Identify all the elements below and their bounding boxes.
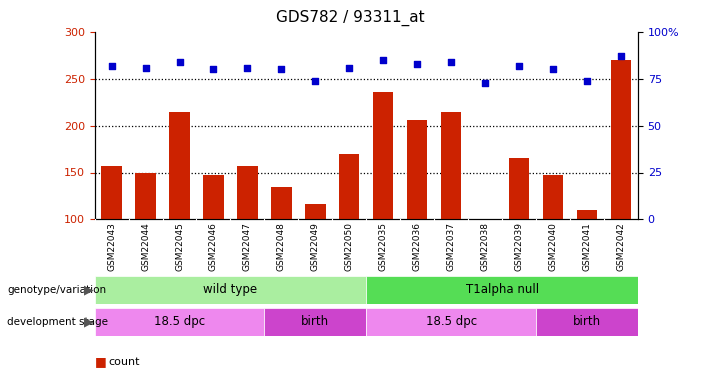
Bar xyxy=(543,176,563,219)
Point xyxy=(378,57,389,63)
Text: GSM22040: GSM22040 xyxy=(548,222,557,271)
Text: GSM22039: GSM22039 xyxy=(515,222,524,271)
Point xyxy=(615,53,627,59)
Bar xyxy=(264,308,366,336)
Bar xyxy=(135,172,156,219)
Point xyxy=(242,64,253,70)
Text: GSM22047: GSM22047 xyxy=(243,222,252,271)
Text: ▶: ▶ xyxy=(84,283,94,296)
Point xyxy=(411,61,423,67)
Text: GSM22050: GSM22050 xyxy=(345,222,354,271)
Text: ■: ■ xyxy=(95,356,107,368)
Bar xyxy=(102,166,122,219)
Point xyxy=(513,63,524,69)
Point xyxy=(174,59,185,65)
Point xyxy=(479,80,491,86)
Text: GDS782 / 93311_at: GDS782 / 93311_at xyxy=(276,9,425,26)
Bar xyxy=(373,92,393,219)
Text: GSM22043: GSM22043 xyxy=(107,222,116,271)
Bar xyxy=(366,308,536,336)
Bar xyxy=(441,112,461,219)
Point xyxy=(106,63,117,69)
Text: birth: birth xyxy=(301,315,329,328)
Point xyxy=(275,66,287,72)
Point xyxy=(581,78,592,84)
Point xyxy=(310,78,321,84)
Bar xyxy=(509,158,529,219)
Bar xyxy=(536,308,638,336)
Bar xyxy=(305,204,325,219)
Text: 18.5 dpc: 18.5 dpc xyxy=(426,315,477,328)
Text: birth: birth xyxy=(573,315,601,328)
Text: GSM22041: GSM22041 xyxy=(583,222,592,271)
Bar xyxy=(271,187,292,219)
Bar xyxy=(339,154,360,219)
Bar xyxy=(170,112,190,219)
Text: GSM22046: GSM22046 xyxy=(209,222,218,271)
Point xyxy=(208,66,219,72)
Text: ▶: ▶ xyxy=(84,315,94,328)
Text: GSM22044: GSM22044 xyxy=(141,222,150,271)
Bar xyxy=(611,60,631,219)
Bar xyxy=(95,308,264,336)
Bar xyxy=(95,276,366,304)
Text: GSM22037: GSM22037 xyxy=(447,222,456,271)
Point xyxy=(140,64,151,70)
Point xyxy=(446,59,457,65)
Text: 18.5 dpc: 18.5 dpc xyxy=(154,315,205,328)
Text: GSM22036: GSM22036 xyxy=(413,222,422,271)
Text: T1alpha null: T1alpha null xyxy=(465,283,538,296)
Text: wild type: wild type xyxy=(203,283,257,296)
Text: genotype/variation: genotype/variation xyxy=(7,285,106,295)
Text: GSM22042: GSM22042 xyxy=(616,222,625,271)
Bar xyxy=(203,176,224,219)
Text: GSM22038: GSM22038 xyxy=(481,222,489,271)
Text: GSM22035: GSM22035 xyxy=(379,222,388,271)
Text: GSM22049: GSM22049 xyxy=(311,222,320,271)
Bar xyxy=(366,276,638,304)
Bar xyxy=(407,120,428,219)
Bar xyxy=(237,166,258,219)
Point xyxy=(343,64,355,70)
Bar xyxy=(475,219,496,224)
Text: count: count xyxy=(109,357,140,367)
Bar xyxy=(577,210,597,219)
Text: development stage: development stage xyxy=(7,316,108,327)
Text: GSM22045: GSM22045 xyxy=(175,222,184,271)
Text: GSM22048: GSM22048 xyxy=(277,222,286,271)
Point xyxy=(547,66,559,72)
